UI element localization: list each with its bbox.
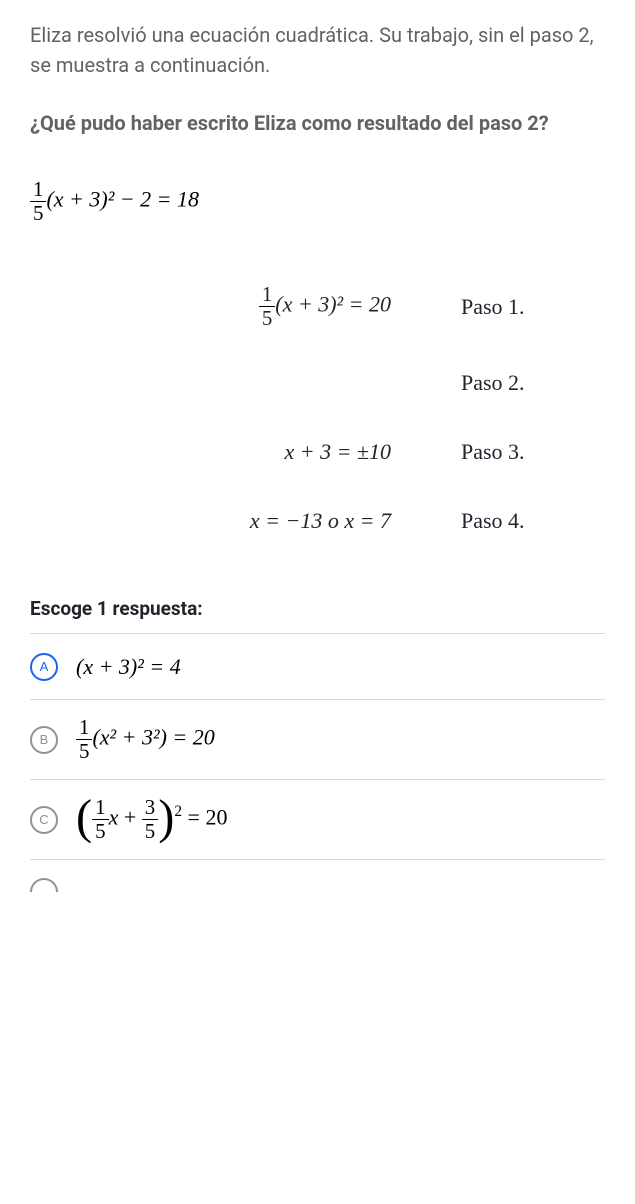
- choice-c-letter: C: [30, 806, 58, 834]
- step-row-4: x = −13 o x = 7 Paso 4.: [30, 486, 605, 555]
- choice-b-rest: (x² + 3²) = 20: [92, 725, 214, 750]
- step1-den: 5: [259, 307, 275, 330]
- initial-frac-den: 5: [30, 202, 46, 225]
- choose-label: Escoge 1 respuesta:: [30, 595, 605, 624]
- step4-label: Paso 4.: [451, 486, 605, 555]
- choice-c-f1den: 5: [92, 820, 108, 843]
- choice-b-den: 5: [76, 740, 92, 763]
- steps-table: 1 5 (x + 3)² = 20 Paso 1. Paso 2. x + 3 …: [30, 265, 605, 555]
- step1-num: 1: [259, 283, 275, 307]
- intro-text: Eliza resolvió una ecuación cuadrática. …: [30, 20, 605, 80]
- step4-text: x = −13 o x = 7: [250, 504, 391, 537]
- choice-a-math: (x + 3)² = 4: [76, 650, 181, 683]
- step2-label: Paso 2.: [451, 348, 605, 417]
- choice-c-f2num: 3: [142, 796, 158, 820]
- choice-c-tail: = 20: [182, 805, 227, 830]
- choice-d-partial[interactable]: [30, 860, 605, 892]
- initial-frac-num: 1: [30, 178, 46, 202]
- choice-b-letter: B: [30, 726, 58, 754]
- choice-d-circle-partial: [30, 878, 58, 892]
- choices-list: A (x + 3)² = 4 B 1 5 (x² + 3²) = 20 C ( …: [30, 633, 605, 860]
- step1-rest: (x + 3)² = 20: [275, 292, 391, 317]
- choice-b-math: 1 5 (x² + 3²) = 20: [76, 716, 215, 763]
- step-row-3: x + 3 = ±10 Paso 3.: [30, 417, 605, 486]
- choice-a[interactable]: A (x + 3)² = 4: [30, 634, 605, 700]
- step-row-1: 1 5 (x + 3)² = 20 Paso 1.: [30, 265, 605, 348]
- initial-rest: (x + 3)² − 2 = 18: [46, 187, 199, 212]
- initial-equation: 1 5 (x + 3)² − 2 = 18: [30, 178, 605, 225]
- choice-a-letter: A: [30, 653, 58, 681]
- choice-c[interactable]: C ( 1 5 x + 3 5 )2 = 20: [30, 780, 605, 860]
- step3-label: Paso 3.: [451, 417, 605, 486]
- step-row-2: Paso 2.: [30, 348, 605, 417]
- choice-b-num: 1: [76, 716, 92, 740]
- choice-b[interactable]: B 1 5 (x² + 3²) = 20: [30, 700, 605, 780]
- step1-label: Paso 1.: [451, 265, 605, 348]
- question-text: ¿Qué pudo haber escrito Eliza como resul…: [30, 108, 605, 138]
- choice-c-math: ( 1 5 x + 3 5 )2 = 20: [76, 796, 227, 843]
- step3-text: x + 3 = ±10: [284, 435, 391, 468]
- choice-c-f1num: 1: [92, 796, 108, 820]
- choice-c-f2den: 5: [142, 820, 158, 843]
